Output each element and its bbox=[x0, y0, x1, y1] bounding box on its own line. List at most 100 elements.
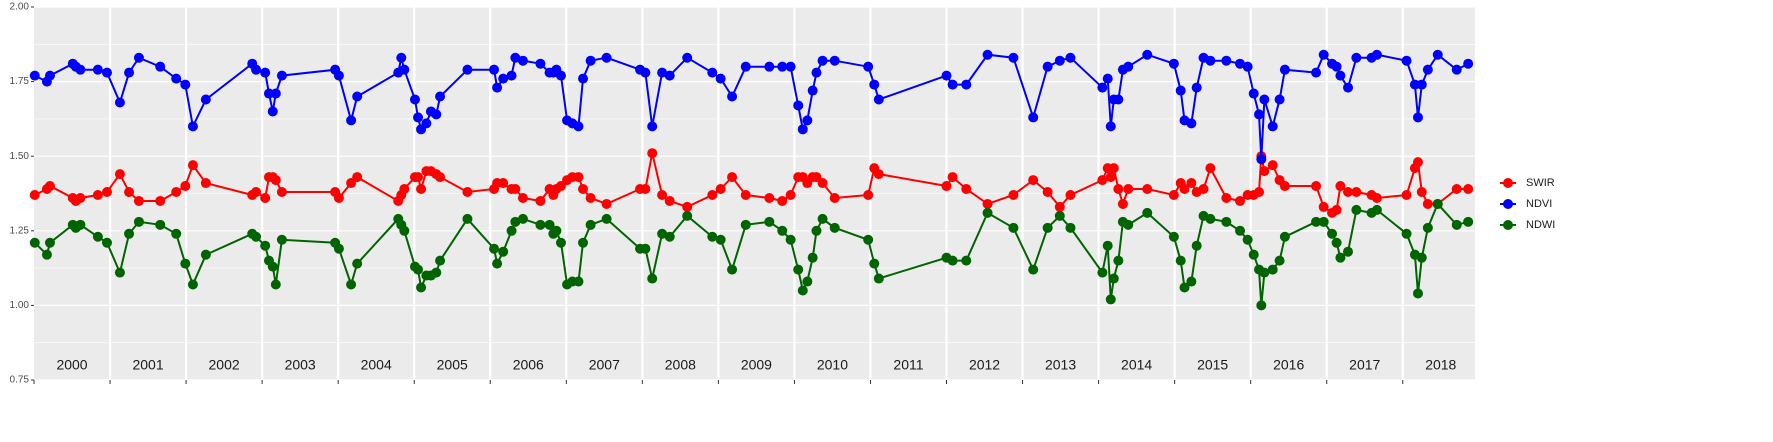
point bbox=[873, 94, 884, 105]
point bbox=[1267, 121, 1278, 132]
point bbox=[133, 52, 144, 63]
point bbox=[260, 67, 271, 78]
point bbox=[1205, 55, 1216, 66]
point bbox=[982, 207, 993, 218]
point bbox=[1311, 216, 1322, 227]
point bbox=[573, 121, 584, 132]
point bbox=[102, 67, 113, 78]
point bbox=[982, 198, 993, 209]
point bbox=[171, 228, 182, 239]
point bbox=[75, 192, 86, 203]
point bbox=[640, 67, 651, 78]
point bbox=[1343, 82, 1354, 93]
y-tick-label: 0.75 bbox=[10, 375, 30, 386]
point bbox=[535, 219, 546, 230]
point bbox=[409, 94, 420, 105]
point bbox=[1221, 55, 1232, 66]
point bbox=[1097, 175, 1108, 186]
point bbox=[1451, 184, 1462, 195]
point bbox=[1235, 58, 1246, 69]
point bbox=[1097, 82, 1108, 93]
point bbox=[267, 106, 278, 117]
x-tick-label: 2007 bbox=[589, 357, 620, 373]
point bbox=[764, 192, 775, 203]
point bbox=[1422, 222, 1433, 233]
point bbox=[1008, 222, 1019, 233]
point bbox=[657, 67, 668, 78]
point bbox=[1335, 252, 1346, 263]
point bbox=[863, 189, 874, 200]
point bbox=[829, 55, 840, 66]
point bbox=[1274, 94, 1285, 105]
x-tick-label: 2011 bbox=[893, 357, 923, 373]
point bbox=[1331, 204, 1342, 215]
point bbox=[200, 249, 211, 260]
point bbox=[1351, 204, 1362, 215]
point bbox=[416, 282, 427, 293]
point bbox=[707, 189, 718, 200]
point bbox=[1259, 267, 1270, 278]
point bbox=[647, 273, 658, 284]
point bbox=[1242, 234, 1253, 245]
point bbox=[1256, 300, 1267, 311]
point bbox=[1259, 94, 1270, 105]
point bbox=[785, 189, 796, 200]
point bbox=[396, 52, 407, 63]
point bbox=[707, 231, 718, 242]
point bbox=[764, 61, 775, 72]
point bbox=[1318, 216, 1329, 227]
x-tick-label: 2016 bbox=[1273, 357, 1304, 373]
point bbox=[251, 187, 262, 198]
point bbox=[352, 258, 363, 269]
point bbox=[1331, 237, 1342, 248]
point bbox=[1279, 231, 1290, 242]
point bbox=[1168, 58, 1179, 69]
point bbox=[1371, 192, 1382, 203]
point bbox=[777, 61, 788, 72]
point bbox=[829, 192, 840, 203]
point bbox=[1123, 61, 1134, 72]
point bbox=[1416, 187, 1427, 198]
point bbox=[187, 160, 198, 171]
point bbox=[510, 52, 521, 63]
point bbox=[682, 201, 693, 212]
point bbox=[802, 276, 813, 287]
legend-key bbox=[1503, 178, 1513, 188]
point bbox=[811, 225, 822, 236]
point bbox=[555, 237, 566, 248]
point bbox=[267, 261, 278, 272]
point bbox=[352, 91, 363, 102]
point bbox=[1105, 172, 1116, 183]
point bbox=[1416, 79, 1427, 90]
point bbox=[1254, 109, 1265, 120]
x-tick-label: 2017 bbox=[1349, 357, 1380, 373]
point bbox=[1123, 219, 1134, 230]
point bbox=[399, 64, 410, 75]
x-tick-label: 2012 bbox=[969, 357, 1000, 373]
point bbox=[873, 169, 884, 180]
x-tick-label: 2003 bbox=[285, 357, 316, 373]
point bbox=[413, 112, 424, 123]
point bbox=[1008, 52, 1019, 63]
point bbox=[1256, 154, 1267, 165]
x-tick-label: 2008 bbox=[665, 357, 696, 373]
x-tick-label: 2014 bbox=[1121, 357, 1152, 373]
point bbox=[1248, 249, 1259, 260]
point bbox=[715, 234, 726, 245]
point bbox=[1175, 255, 1186, 266]
point bbox=[124, 228, 135, 239]
point bbox=[498, 178, 509, 189]
point bbox=[1186, 276, 1197, 287]
point bbox=[133, 216, 144, 227]
point bbox=[869, 79, 880, 90]
point bbox=[510, 184, 521, 195]
point bbox=[601, 52, 612, 63]
point bbox=[1054, 201, 1065, 212]
point bbox=[1259, 166, 1270, 177]
point bbox=[1042, 187, 1053, 198]
point bbox=[1054, 55, 1065, 66]
point bbox=[802, 115, 813, 126]
point bbox=[180, 181, 191, 192]
point bbox=[44, 70, 55, 81]
point bbox=[1371, 49, 1382, 60]
